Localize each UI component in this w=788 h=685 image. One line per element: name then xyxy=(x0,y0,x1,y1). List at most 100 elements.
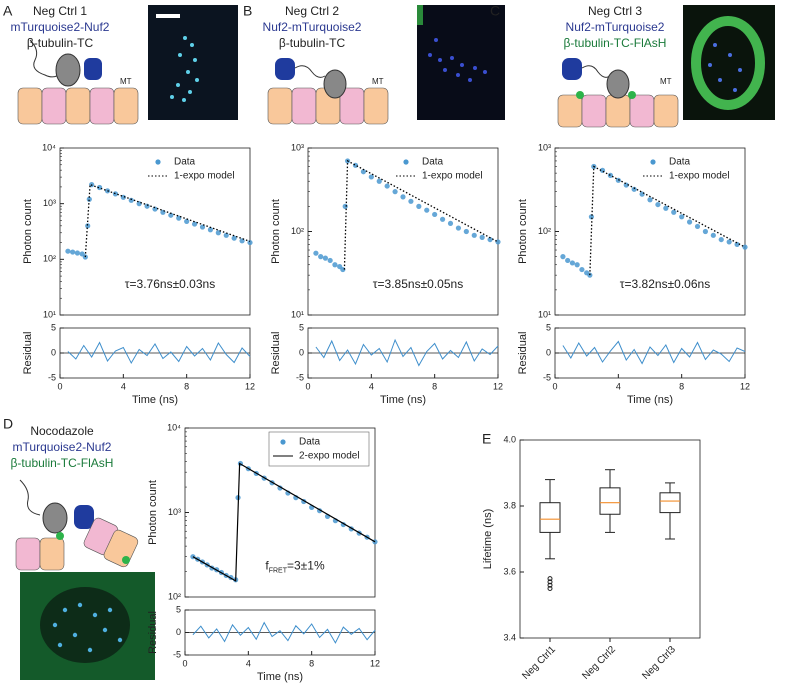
data-point xyxy=(368,174,374,180)
x-tick-label: 8 xyxy=(679,381,684,391)
legend-marker xyxy=(650,159,656,165)
data-point xyxy=(313,250,319,256)
x-tick-label: 0 xyxy=(57,381,62,391)
data-point xyxy=(432,211,438,218)
data-point xyxy=(560,254,566,260)
y-tick-label: 10⁴ xyxy=(167,422,181,432)
x-tick-label: 8 xyxy=(309,658,314,668)
data-point xyxy=(639,191,645,197)
flier xyxy=(547,586,553,591)
legend-label: 2-expo model xyxy=(299,451,360,462)
data-point xyxy=(408,198,414,204)
model-line xyxy=(343,159,499,270)
y-tick-label: -5 xyxy=(173,649,181,659)
flier xyxy=(547,582,553,588)
axes-frame xyxy=(59,147,251,316)
model-line xyxy=(192,462,376,582)
data-point xyxy=(439,216,446,222)
data-point xyxy=(65,248,71,254)
y-tick-label: -5 xyxy=(48,372,56,382)
data-point xyxy=(360,169,367,175)
y-tick-label: 5 xyxy=(546,322,551,332)
legend-marker xyxy=(280,439,286,445)
cartoon-a xyxy=(17,39,139,125)
panel-heading: β-tubulin-TC-FlAsH xyxy=(11,456,114,470)
x-tick-label: 4 xyxy=(121,381,126,391)
data-point xyxy=(120,194,126,200)
x-tick-label: 0 xyxy=(305,381,310,391)
data-point xyxy=(322,255,329,261)
chart: 3.4 3.6 3.8 4.0 Lifetime (ns) Neg Ctrl1 Neg Ct… xyxy=(482,434,701,682)
data-point xyxy=(694,223,701,230)
panel-label: D xyxy=(3,416,13,432)
data-point xyxy=(247,239,253,246)
data-point xyxy=(327,257,333,264)
x-tick-label: 4 xyxy=(369,381,374,391)
y-tick-label: 10³ xyxy=(43,198,56,208)
x-tick-label: 12 xyxy=(370,658,380,668)
x-tick-label: 0 xyxy=(552,381,557,391)
data-point xyxy=(400,194,406,200)
x-tick-label: Neg Ctrl2 xyxy=(580,644,618,682)
flier xyxy=(547,579,553,585)
legend-label: Data xyxy=(299,437,321,448)
data-point xyxy=(207,227,214,233)
panel-heading: Neg Ctrl 3 xyxy=(588,4,642,18)
data-point xyxy=(190,554,196,560)
x-axis-label: Time (ns) xyxy=(257,671,303,683)
x-tick-label: 12 xyxy=(740,381,750,391)
legend-label: 1-expo model xyxy=(422,171,483,182)
micrograph-c xyxy=(683,5,775,120)
box xyxy=(539,502,561,533)
y-tick-label: 0 xyxy=(546,347,551,357)
y-axis-label: Photon count xyxy=(22,199,34,264)
data-point xyxy=(184,218,190,225)
data-point xyxy=(679,214,685,220)
data-point xyxy=(168,212,174,218)
mt-label: MT xyxy=(372,77,384,86)
x-tick-label: 8 xyxy=(184,381,189,391)
panel-heading: β-tubulin-TC xyxy=(279,36,346,50)
y-axis-label: Photon count xyxy=(517,199,529,264)
legend-label: Data xyxy=(422,157,444,168)
panel-label: E xyxy=(482,431,491,447)
y-tick-label: 10² xyxy=(168,591,181,601)
y-tick-label: 10¹ xyxy=(291,309,304,319)
y-axis-label: Lifetime (ns) xyxy=(482,509,494,570)
panel-heading: Neg Ctrl 2 xyxy=(285,4,339,18)
data-point xyxy=(342,203,348,209)
data-point xyxy=(376,178,382,184)
y-tick-label: 0 xyxy=(176,627,181,637)
data-point xyxy=(85,223,91,229)
y-tick-label: 0 xyxy=(299,347,304,357)
y-tick-label: 0 xyxy=(51,347,56,357)
y-tick-label: 3.8 xyxy=(503,500,516,510)
data-point xyxy=(447,220,454,227)
data-point xyxy=(86,196,92,202)
y-tick-label: 5 xyxy=(51,322,56,332)
y-tick-label: 3.6 xyxy=(503,566,516,576)
x-tick-label: Neg Ctrl1 xyxy=(520,644,558,682)
panel-heading: β-tubulin-TC xyxy=(27,36,94,50)
residual-line xyxy=(192,621,376,644)
x-tick-label: Neg Ctrl3 xyxy=(640,644,678,682)
y-tick-label: 5 xyxy=(299,322,304,332)
panel-label: B xyxy=(243,3,252,19)
data-point xyxy=(686,219,693,225)
annotation-part: FRET xyxy=(269,567,288,574)
x-axis-label: Time (ns) xyxy=(627,394,673,406)
x-axis-label: Time (ns) xyxy=(132,394,178,406)
panel-label: A xyxy=(3,3,13,19)
data-point xyxy=(70,249,76,255)
annotation: fFRET=3±1% xyxy=(265,559,325,575)
y-tick-label: -5 xyxy=(543,372,551,382)
y-tick-label: 10³ xyxy=(538,142,551,152)
residual-line xyxy=(562,340,746,365)
data-point xyxy=(74,250,81,256)
data-point xyxy=(565,257,571,264)
x-tick-label: 12 xyxy=(493,381,503,391)
model-line xyxy=(84,183,251,258)
y-tick-label: 10³ xyxy=(168,507,181,517)
